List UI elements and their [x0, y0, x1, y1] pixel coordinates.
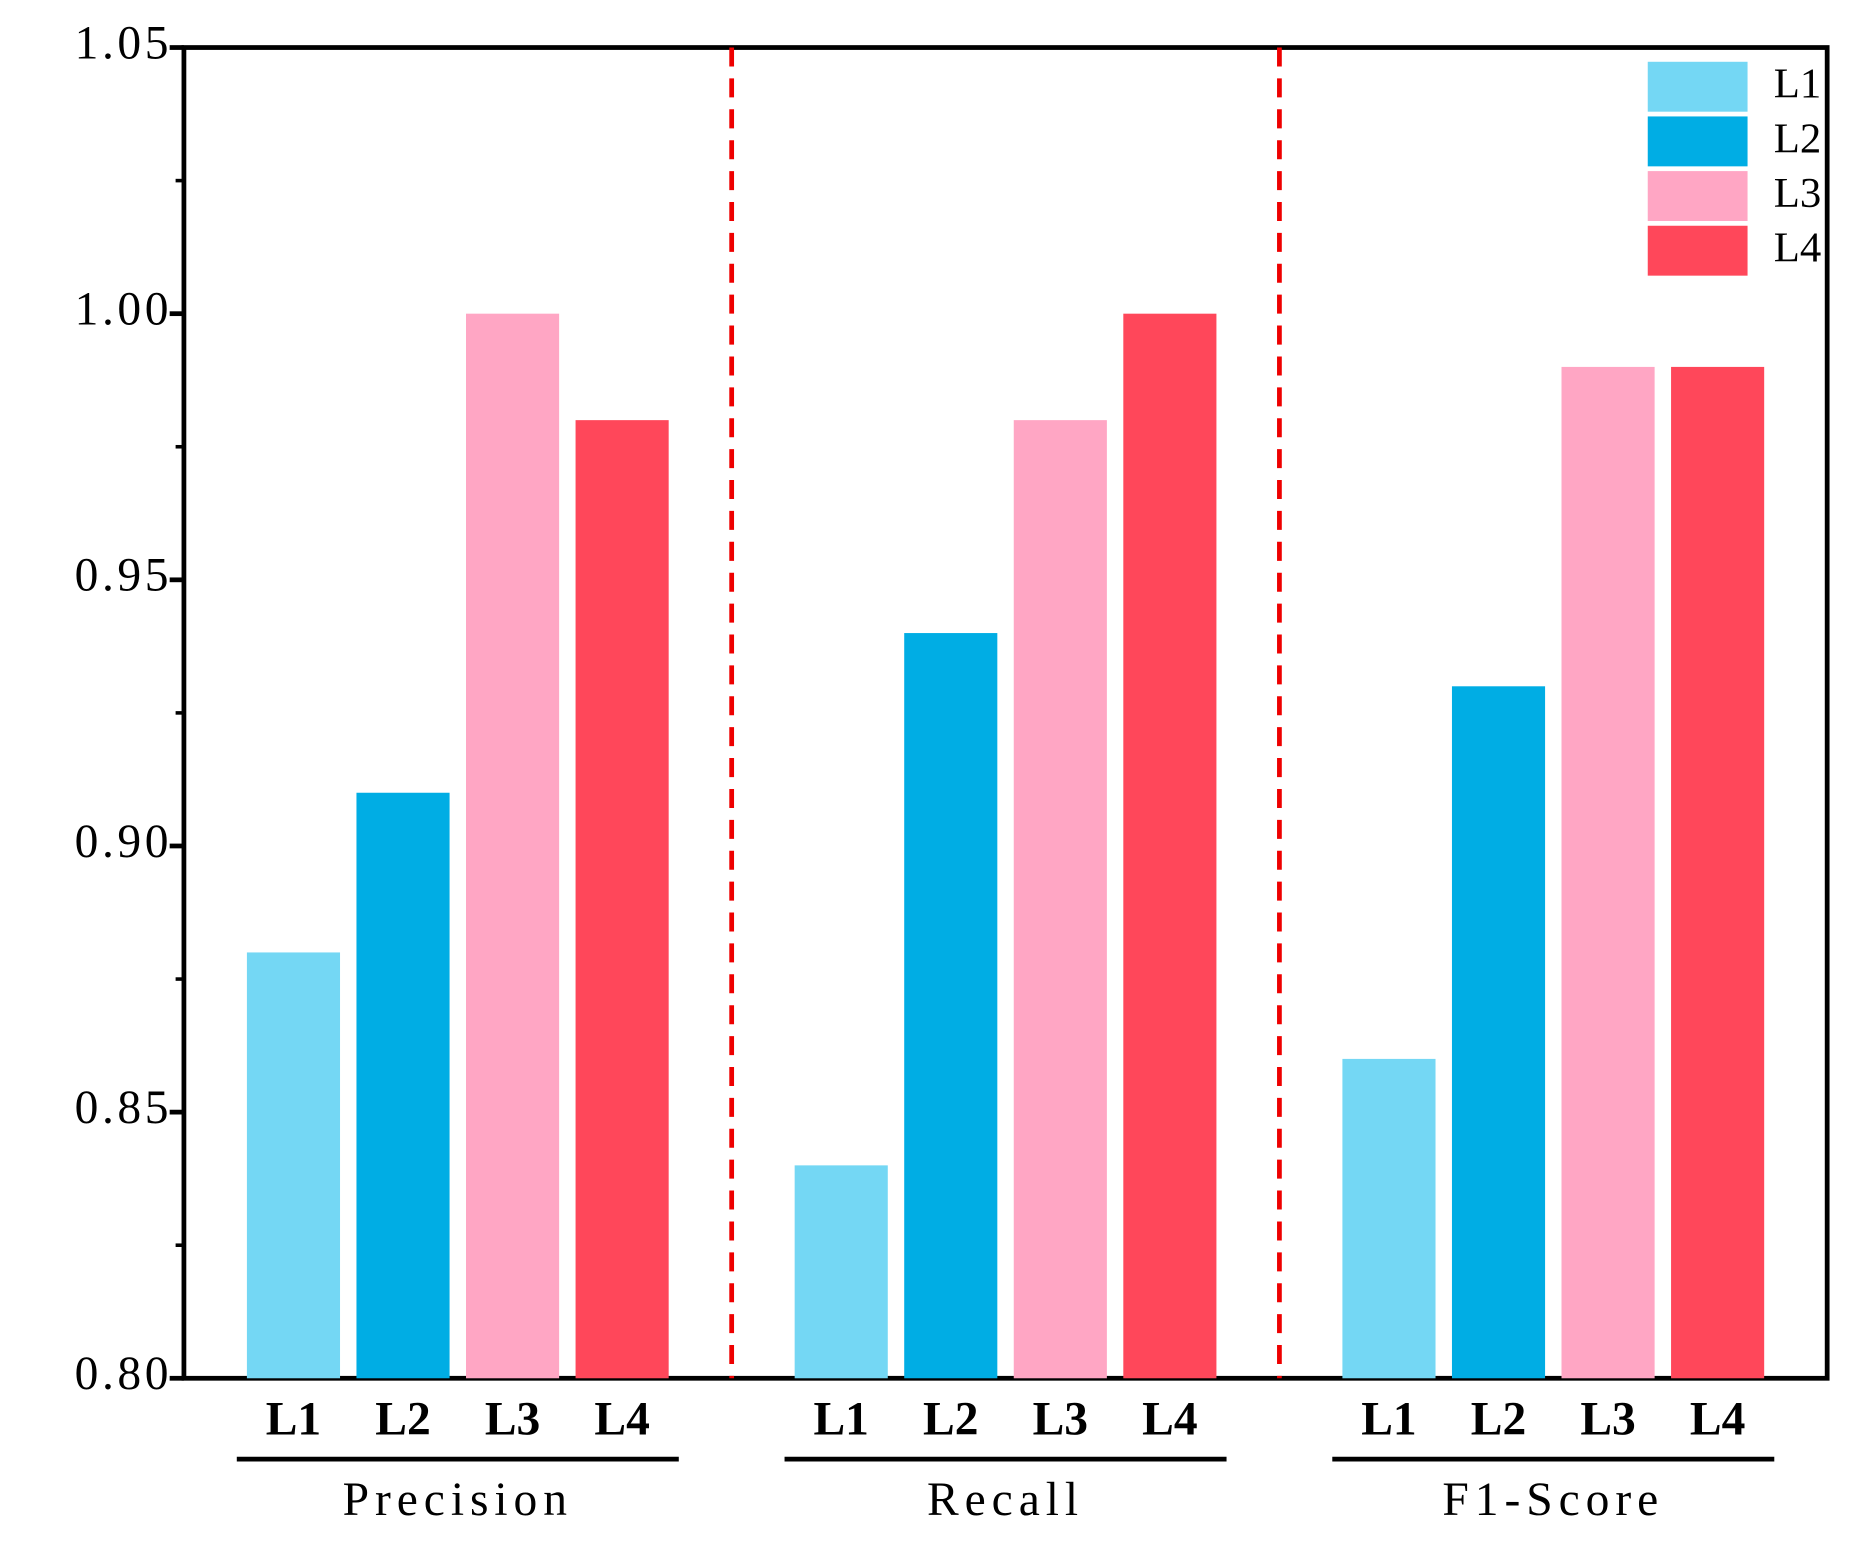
- x-tick-label: L3: [1033, 1393, 1088, 1445]
- bar: [246, 952, 341, 1379]
- legend-label: L3: [1774, 170, 1822, 217]
- x-tick-label: L2: [375, 1393, 430, 1445]
- legend-label: L1: [1774, 61, 1822, 108]
- group-label: F1-Score: [1442, 1474, 1664, 1526]
- x-tick-label: L2: [923, 1393, 978, 1445]
- x-tick-label: L4: [1142, 1393, 1197, 1445]
- y-tick-label: 0.95: [75, 550, 172, 602]
- y-tick-label: 0.90: [75, 816, 172, 868]
- bar: [1561, 366, 1655, 1379]
- legend-swatch: [1647, 116, 1748, 167]
- y-tick-label: 0.85: [75, 1082, 172, 1134]
- bar: [575, 420, 669, 1379]
- x-tick-label: L4: [1690, 1393, 1745, 1445]
- bar: [466, 313, 560, 1379]
- legend-swatch: [1647, 225, 1748, 276]
- x-tick-label: L2: [1471, 1393, 1526, 1445]
- bar: [1013, 420, 1107, 1379]
- y-tick-label: 1.05: [75, 17, 172, 69]
- x-tick-label: L1: [813, 1393, 868, 1445]
- legend-swatch: [1647, 171, 1748, 221]
- group-label: Recall: [927, 1474, 1084, 1526]
- x-tick-label: L3: [1580, 1393, 1635, 1445]
- y-tick-label: 1.00: [75, 284, 172, 336]
- y-tick-label: 0.80: [75, 1348, 172, 1400]
- legend-label: L4: [1774, 225, 1822, 272]
- bar: [794, 1165, 888, 1379]
- x-tick-label: L1: [1361, 1393, 1416, 1445]
- bar: [1123, 313, 1217, 1379]
- bar: [1451, 686, 1546, 1379]
- x-tick-label: L1: [266, 1393, 321, 1445]
- legend-label: L2: [1774, 115, 1822, 162]
- bar: [356, 792, 450, 1379]
- x-tick-label: L3: [485, 1393, 540, 1445]
- group-label: Precision: [343, 1474, 573, 1526]
- x-tick-label: L4: [594, 1393, 649, 1445]
- bar: [904, 633, 998, 1379]
- legend-swatch: [1647, 61, 1748, 112]
- bar: [1342, 1058, 1436, 1379]
- bar: [1671, 366, 1765, 1379]
